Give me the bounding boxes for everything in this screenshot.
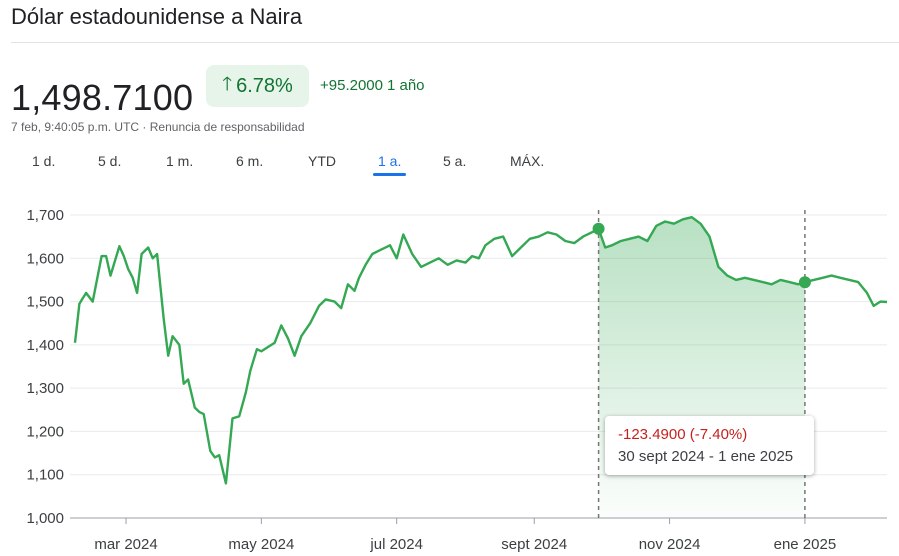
tab-max[interactable]: MÁX. (510, 153, 545, 169)
x-tick-label: sept 2024 (501, 536, 567, 553)
timestamp-line: 7 feb, 9:40:05 p.m. UTC · Renuncia de re… (11, 120, 305, 134)
absolute-change-value: +95.2000 (320, 77, 383, 94)
selection-start-point (592, 222, 605, 235)
y-tick-label: 1,200 (26, 423, 64, 440)
percent-change-value: 6.78% (236, 74, 293, 97)
tab-1-month[interactable]: 1 m. (166, 153, 194, 169)
tooltip-date-range: 30 sept 2024 - 1 ene 2025 (618, 448, 794, 465)
y-tick-label: 1,400 (26, 337, 64, 354)
x-axis-ticks: mar 2024 may 2024 jul 2024 sept 2024 nov 202… (94, 518, 836, 553)
y-tick-label: 1,500 (26, 294, 64, 311)
y-tick-label: 1,700 (26, 207, 64, 224)
timestamp: 7 feb, 9:40:05 p.m. UTC (11, 120, 140, 134)
x-tick-label: ene 2025 (774, 536, 837, 553)
tab-ytd[interactable]: YTD (308, 153, 336, 169)
selection-end-point (798, 276, 811, 289)
arrow-up-icon: 🡑 (222, 74, 233, 95)
absolute-change: +95.2000 1 año (320, 77, 425, 94)
y-tick-label: 1,300 (26, 380, 64, 397)
percent-change-badge: 🡑 6.78% (206, 65, 309, 107)
separator-dot: · (142, 120, 147, 134)
y-axis-ticks: 1,000 1,100 1,200 1,300 1,400 1,500 1,600 1,700 (26, 207, 64, 527)
y-tick-label: 1,600 (26, 250, 64, 267)
tab-5-years[interactable]: 5 a. (443, 153, 467, 169)
tab-1-day[interactable]: 1 d. (32, 153, 56, 169)
change-period: 1 año (386, 77, 425, 94)
x-tick-label: mar 2024 (94, 536, 157, 553)
exchange-rate-chart[interactable]: 1,000 1,100 1,200 1,300 1,400 1,500 1,600 1,700… (0, 190, 899, 556)
x-tick-label: may 2024 (228, 536, 294, 553)
tooltip-change: -123.4900 (-7.40%) (618, 426, 748, 443)
time-range-tabs: 1 d. 5 d. 1 m. 6 m. YTD 1 a. 5 a. MÁX. (0, 153, 600, 183)
active-tab-indicator (373, 173, 406, 176)
price-line (73, 216, 888, 485)
x-tick-label: jul 2024 (369, 536, 423, 553)
disclaimer-link[interactable]: Renuncia de responsabilidad (149, 120, 305, 134)
tab-6-months[interactable]: 6 m. (236, 153, 264, 169)
y-tick-label: 1,000 (26, 510, 64, 527)
tab-1-year[interactable]: 1 a. (378, 153, 402, 169)
header-divider (11, 42, 899, 43)
price-line-layer (73, 216, 888, 485)
selection-tooltip: -123.4900 (-7.40%) 30 sept 2024 - 1 ene … (605, 416, 814, 475)
x-tick-label: nov 2024 (639, 536, 701, 553)
y-tick-label: 1,100 (26, 467, 64, 484)
page-title: Dólar estadounidense a Naira (11, 4, 303, 29)
tab-5-days[interactable]: 5 d. (98, 153, 122, 169)
current-price: 1,498.7100 (11, 77, 194, 118)
